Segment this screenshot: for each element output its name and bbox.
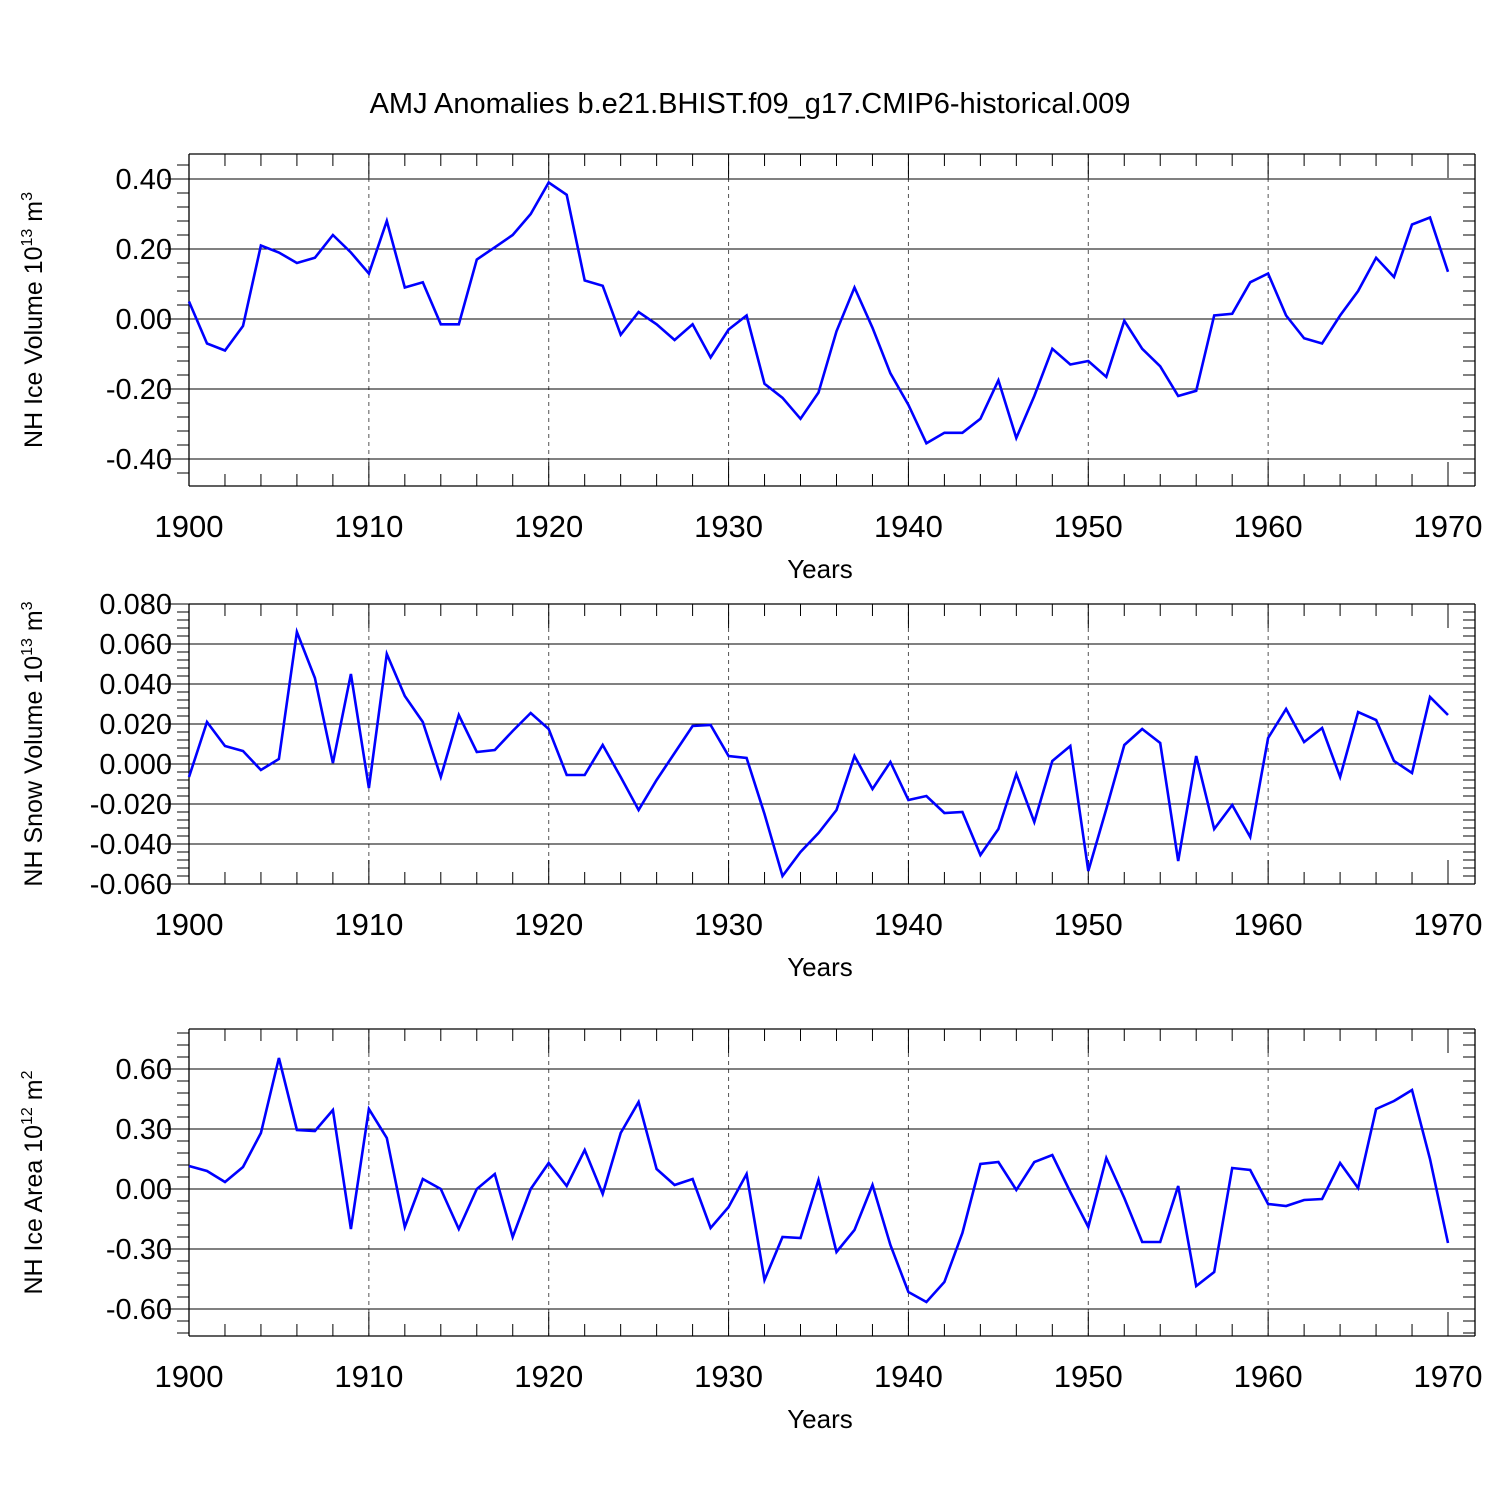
panel-snow-volume: -0.060 -0.040 -0.020 0.000 0.020 0.040 0.060 0.… [19, 589, 1482, 982]
y-tick-label: 0.00 [116, 1174, 172, 1206]
x-tick-label: 1940 [874, 509, 943, 544]
y-axis-label: NH Ice Volume 1013 m3 [19, 192, 48, 448]
x-tick-label: 1950 [1054, 509, 1123, 544]
x-tick-label: 1960 [1234, 907, 1303, 942]
y-tick-label: -0.040 [90, 829, 172, 861]
y-axis-label: NH Snow Volume 1013 m3 [19, 601, 48, 886]
x-tick-label: 1940 [874, 907, 943, 942]
y-tick-label: 0.00 [116, 304, 172, 336]
y-tick-label: 0.30 [116, 1114, 172, 1146]
panel-ice-area: -0.60 -0.30 0.00 0.30 0.60 1900 1910 1920 1930 19… [19, 1028, 1483, 1434]
chart-title: AMJ Anomalies b.e21.BHIST.f09_g17.CMIP6-… [369, 88, 1131, 120]
x-tick-label: 1910 [334, 907, 403, 942]
x-tick-label: 1970 [1414, 509, 1483, 544]
series-line [187, 626, 1449, 879]
x-tick-label: 1950 [1054, 1359, 1123, 1394]
x-tick-label: 1930 [694, 1359, 763, 1394]
x-axis-label: Years [787, 554, 853, 584]
y-tick-label: 0.080 [99, 589, 172, 621]
x-axis-label: Years [787, 952, 853, 982]
panel-ice-volume: -0.40 -0.20 0.00 0.20 0.40 1900 1910 1920 1930 19… [19, 153, 1483, 584]
x-tick-label: 1900 [155, 907, 224, 942]
y-tick-label: -0.060 [90, 869, 172, 901]
series-line [188, 1057, 1450, 1304]
y-tick-label: -0.60 [106, 1294, 172, 1326]
series-line [187, 180, 1450, 446]
x-tick-label: 1970 [1414, 1359, 1483, 1394]
y-tick-label: 0.040 [99, 669, 172, 701]
y-tick-label: 0.020 [99, 709, 172, 741]
y-axis-label: NH Ice Area 1012 m2 [19, 1070, 48, 1294]
x-tick-label: 1960 [1234, 1359, 1303, 1394]
x-tick-label: 1920 [514, 907, 583, 942]
y-tick-label: 0.20 [116, 234, 172, 266]
y-tick-label: 0.060 [99, 629, 172, 661]
y-tick-label: -0.40 [106, 444, 172, 476]
y-tick-label: -0.020 [90, 789, 172, 821]
y-tick-label: 0.60 [116, 1054, 172, 1086]
x-tick-label: 1930 [694, 509, 763, 544]
x-axis-label: Years [787, 1404, 853, 1434]
x-tick-label: 1940 [874, 1359, 943, 1394]
x-tick-label: 1920 [514, 1359, 583, 1394]
x-tick-label: 1920 [514, 509, 583, 544]
x-tick-label: 1910 [334, 509, 403, 544]
x-tick-label: 1930 [694, 907, 763, 942]
y-tick-label: -0.30 [106, 1234, 172, 1266]
y-tick-label: -0.20 [106, 374, 172, 406]
y-tick-label: 0.40 [116, 164, 172, 196]
y-tick-label: 0.000 [99, 749, 172, 781]
x-tick-label: 1900 [155, 1359, 224, 1394]
x-tick-label: 1900 [155, 509, 224, 544]
x-tick-label: 1910 [334, 1359, 403, 1394]
x-tick-label: 1950 [1054, 907, 1123, 942]
x-tick-label: 1960 [1234, 509, 1303, 544]
x-tick-label: 1970 [1414, 907, 1483, 942]
